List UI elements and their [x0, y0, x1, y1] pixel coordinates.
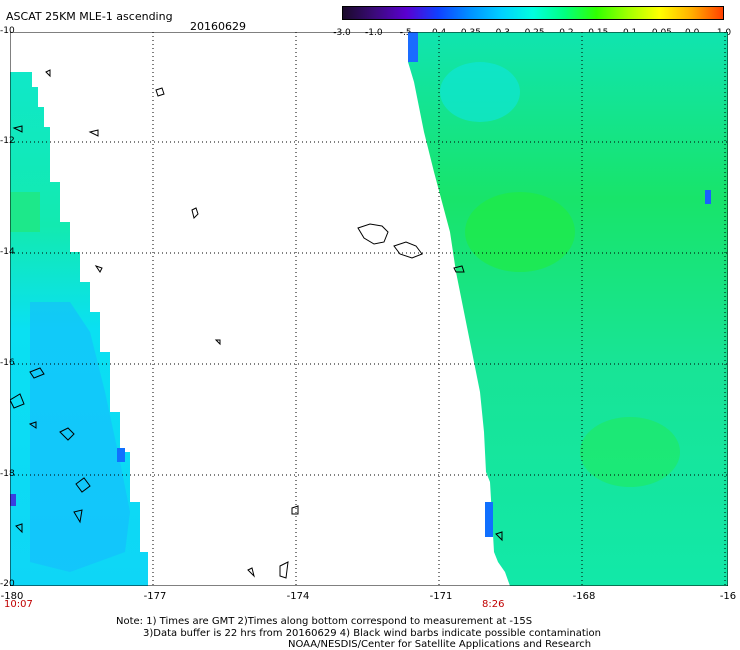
left-blue-pixel2 [10, 494, 16, 506]
y-tick-label: -10 [0, 26, 15, 36]
note-line-3: NOAA/NESDIS/Center for Satellite Applica… [288, 639, 592, 650]
x-tick-label: -177 [143, 591, 167, 602]
color-scale-tick-label: -1.0 [365, 28, 383, 38]
island-fiji-4 [9, 393, 25, 409]
island-fiji-2 [75, 477, 91, 493]
x-tick-label: -171 [429, 591, 453, 602]
map-canvas [9, 31, 729, 587]
left-swath-deep [30, 302, 130, 572]
island-small-d [88, 129, 99, 137]
product-date: 20160629 [190, 20, 246, 33]
island-tonga-2 [279, 561, 289, 579]
island-tonga-1 [291, 505, 299, 515]
island-small-c [94, 265, 103, 273]
swath-time-left: 10:07 [4, 599, 33, 610]
island-samoa-savaii [357, 223, 389, 245]
island-fiji-1 [59, 427, 75, 441]
x-tick-label: -174 [286, 591, 310, 602]
map-panel: -10 -12 -14 -16 -18 -20 [0, 26, 729, 589]
island-small-i [12, 125, 23, 133]
island-tonga-3 [247, 567, 255, 578]
x-tick-label: -168 [572, 591, 596, 602]
right-blue-pixel3 [705, 190, 711, 204]
left-swath-greenpatch [10, 192, 40, 232]
island-small-g [214, 339, 221, 346]
island-samoa-upolu [393, 241, 423, 259]
x-tick-label: -16 [719, 591, 737, 602]
y-tick-label: -18 [0, 469, 15, 479]
color-scale-bar [342, 6, 724, 20]
right-swath-greenblob2 [580, 417, 680, 487]
right-blue-pixel2 [485, 502, 493, 537]
island-fiji-7 [15, 523, 23, 534]
grid-lines [10, 32, 728, 586]
note-line-1: Note: 1) Times are GMT 2)Times along bot… [116, 616, 533, 627]
note-line-2: 3)Data buffer is 22 hrs from 20160629 4)… [143, 628, 601, 639]
right-blue-pixel [408, 32, 418, 62]
coastlines [9, 69, 503, 579]
island-small-f [495, 531, 503, 542]
island-fiji-6 [73, 509, 83, 524]
island-small-h [45, 69, 51, 78]
y-tick-label: -12 [0, 136, 15, 146]
right-swath-cyanblob [440, 62, 520, 122]
product-title: ASCAT 25KM MLE-1 ascending [6, 10, 173, 23]
island-small-b [155, 87, 165, 97]
y-tick-label: -14 [0, 247, 15, 257]
island-small-e [453, 265, 465, 273]
y-tick-label: -20 [0, 579, 15, 589]
y-tick-label: -16 [0, 358, 15, 368]
island-fiji-3 [29, 367, 45, 379]
x-tick-label: -180 [0, 591, 24, 602]
left-blue-pixel [117, 448, 125, 462]
color-scale-tick-label: -.5 [399, 28, 412, 38]
right-swath-greenblob [465, 192, 575, 272]
color-scale-tick-label: -3.0 [333, 28, 351, 38]
island-small-a [191, 207, 199, 219]
island-fiji-5 [28, 421, 37, 429]
swath-time-right: 8:26 [482, 599, 505, 610]
